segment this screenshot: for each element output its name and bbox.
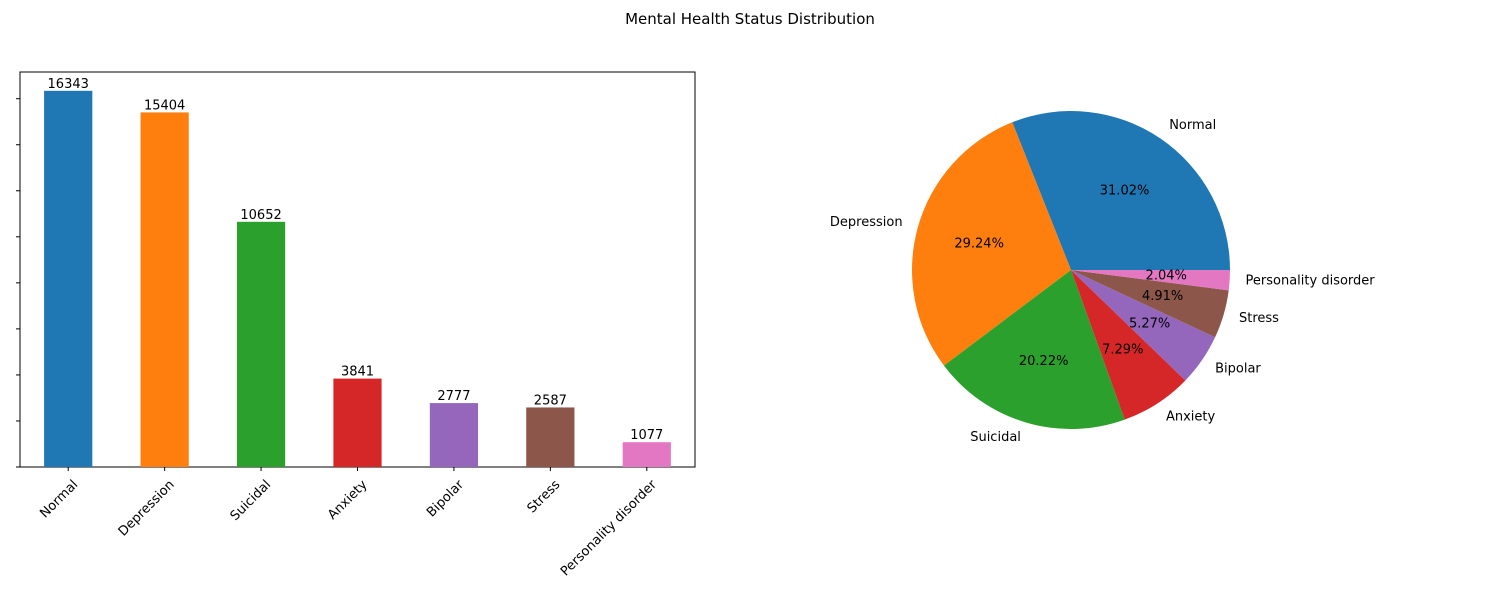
bar-bipolar (429, 403, 479, 467)
pie-pct-label: 7.29% (1102, 343, 1143, 358)
bar-normal (44, 90, 93, 467)
bar-chart: 16343 Normal 15404 Depression 10652 Suicidal 3… (16, 71, 696, 579)
pie-pct-label: 4.91% (1142, 289, 1183, 304)
pie-slice-normal (1012, 110, 1230, 271)
pie-pct-label: 5.27% (1129, 317, 1170, 332)
pie-label: Stress (1239, 311, 1279, 326)
bar-value-label: 10652 (240, 208, 281, 223)
bar-value-label: 1077 (630, 428, 663, 443)
pie-pct-label: 20.22% (1019, 354, 1069, 369)
bar-value-label: 15404 (144, 98, 185, 113)
pie-label: Normal (1169, 118, 1216, 133)
pie-pct-label: 31.02% (1100, 184, 1150, 199)
x-tick-label: Anxiety (325, 477, 371, 523)
x-tick-label: Normal (37, 477, 81, 521)
x-tick-label: Suicidal (228, 477, 274, 523)
pie-slice-bipolar (1071, 270, 1216, 381)
pie-slice-stress (1071, 270, 1229, 338)
pie-label: Personality disorder (1246, 274, 1376, 289)
bar-anxiety (333, 378, 382, 467)
bar-personality-disorder (622, 442, 671, 467)
bar-suicidal (236, 221, 286, 467)
pie-pct-label: 29.24% (954, 237, 1004, 252)
pie-slice-anxiety (1071, 270, 1186, 420)
figure-title: Mental Health Status Distribution (625, 10, 875, 28)
pie-chart: 31.02% Normal 29.24% Depression 20.22% Suicid… (830, 110, 1376, 445)
bar-value-label: 16343 (48, 77, 89, 92)
bar-stress (526, 407, 575, 467)
pie-label: Bipolar (1215, 362, 1261, 377)
pie-label: Suicidal (970, 430, 1021, 445)
bar-value-label: 3841 (341, 365, 374, 380)
pie-label: Anxiety (1166, 409, 1216, 424)
x-tick-label: Stress (525, 477, 564, 516)
x-tick-label: Personality disorder (558, 477, 660, 579)
bar-depression (140, 112, 189, 467)
pie-slice-personality-disorder (1071, 270, 1230, 291)
bar-value-label: 2587 (534, 393, 567, 408)
bar-value-label: 2777 (437, 389, 470, 404)
pie-slice-suicidal (943, 270, 1125, 429)
x-tick-label: Depression (116, 477, 178, 539)
pie-label: Depression (830, 215, 903, 230)
x-tick-label: Bipolar (424, 477, 467, 520)
pie-slice-depression (911, 122, 1071, 366)
pie-pct-label: 2.04% (1146, 269, 1187, 284)
